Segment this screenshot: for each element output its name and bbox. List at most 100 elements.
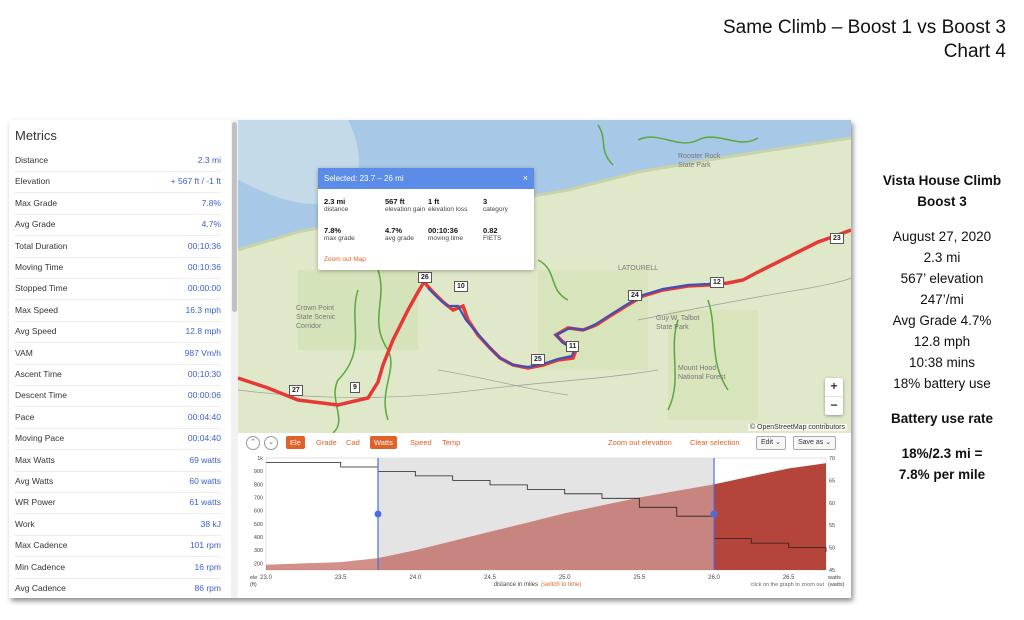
svg-text:Corridor: Corridor <box>296 323 322 330</box>
metric-value: 4.7% <box>201 219 221 230</box>
popup-stat: 567 ft elevation gain <box>385 197 425 213</box>
map-marker[interactable]: 9 <box>350 382 360 393</box>
metric-value: 12.8 mph <box>185 326 221 337</box>
summary-line: Avg Grade 4.7% <box>892 313 992 328</box>
metric-value: 16 rpm <box>194 561 221 572</box>
metric-label: Max Speed <box>15 304 58 315</box>
map-marker[interactable]: 26 <box>418 272 432 283</box>
svg-text:State Scenic: State Scenic <box>296 314 336 321</box>
chevron-down-icon[interactable]: ⌄ <box>264 436 278 450</box>
summary-line: 567’ elevation <box>900 271 984 286</box>
selection-handle <box>710 510 718 518</box>
metric-value: 7.8% <box>201 197 221 208</box>
zoom-in-button[interactable]: + <box>825 378 843 397</box>
y-right-unit2: (watts) <box>828 582 845 588</box>
elevation-chart[interactable]: 23.0 23.5 24.0 24.5 25.0 25.5 26.0 26.5 1k 900 800… <box>238 453 851 598</box>
chevron-up-icon[interactable]: ⌃ <box>246 436 260 450</box>
metric-value: 00:10:36 <box>187 240 221 251</box>
x-tick-label: 25.5 <box>633 575 645 581</box>
popup-stat-label: max grade <box>324 235 355 242</box>
metric-label: WR Power <box>15 497 56 508</box>
clear-selection-link[interactable]: Clear selection <box>690 438 740 447</box>
y-left-tick-label: 400 <box>254 535 263 541</box>
y-left-tick-label: 700 <box>254 496 263 502</box>
map-marker[interactable]: 10 <box>454 281 468 292</box>
metric-row: Ascent Time 00:10:30 <box>15 364 221 386</box>
map-marker[interactable]: 24 <box>628 290 642 301</box>
metric-label: Total Duration <box>15 240 68 251</box>
tab-speed[interactable]: Speed <box>410 438 432 447</box>
tab-watts[interactable]: Watts <box>370 436 397 449</box>
y-right-tick-label: 60 <box>829 501 835 507</box>
river-water <box>238 120 851 250</box>
map-marker[interactable]: 11 <box>566 341 580 352</box>
save-as-dropdown[interactable]: Save as ⌄ <box>793 436 837 450</box>
popup-stat: 00:10:36 moving time <box>428 226 463 242</box>
zoom-out-map-link[interactable]: Zoom out Map <box>324 256 366 263</box>
metric-row: Elevation + 567 ft / -1 ft <box>15 171 221 194</box>
edit-dropdown[interactable]: Edit ⌄ <box>756 436 786 450</box>
x-tick-label: 24.0 <box>409 575 421 581</box>
metric-value: 00:04:40 <box>187 411 221 422</box>
map-attribution[interactable]: © OpenStreetMap contributors <box>747 424 847 431</box>
summary-line: 10:38 mins <box>908 355 976 370</box>
popup-header: Selected: 23.7 – 26 mi × <box>318 168 534 189</box>
elevation-area <box>266 463 826 570</box>
metric-value: + 567 ft / -1 ft <box>170 176 221 187</box>
metric-row: Avg Speed 12.8 mph <box>15 321 221 344</box>
metrics-scrollbar[interactable] <box>231 120 238 598</box>
popup-stat-label: FIETS <box>483 235 502 242</box>
metric-value: 2.3 mi <box>197 155 221 165</box>
popup-stat-value: 1 ft <box>428 197 440 206</box>
metric-label: Avg Speed <box>15 326 57 337</box>
switch-to-time-link[interactable]: (switch to time) <box>541 582 581 588</box>
svg-text:Guy W. Talbot: Guy W. Talbot <box>656 315 700 322</box>
x-tick-label: 23.5 <box>335 575 347 581</box>
scrollbar-thumb[interactable] <box>232 122 237 312</box>
metric-value: 38 kJ <box>200 518 221 529</box>
x-tick-label: 23.0 <box>260 575 272 581</box>
metric-label: Descent Time <box>15 390 67 401</box>
map-marker[interactable]: 25 <box>531 354 545 365</box>
popup-stat-label: moving time <box>428 235 464 242</box>
zoom-hint: click on the graph to zoom out <box>751 582 825 588</box>
metric-row: Max Grade 7.8% <box>15 193 221 215</box>
svg-text:Crown Point: Crown Point <box>296 305 334 312</box>
tab-ele[interactable]: Ele <box>286 436 305 449</box>
popup-stat-label: elevation loss <box>428 206 468 213</box>
metric-row: Pace 00:04:40 <box>15 407 221 429</box>
map-view[interactable]: Crown Point State Scenic Corridor LATOUR… <box>238 120 851 433</box>
popup-stat: 4.7% avg grade <box>385 226 414 242</box>
metric-label: Moving Time <box>15 262 64 272</box>
zoom-out-elevation-link[interactable]: Zoom out elevation <box>608 438 672 447</box>
tab-grade[interactable]: Grade <box>316 438 337 447</box>
battery-rate-line2: 7.8% per mile <box>898 467 986 482</box>
metric-row: Avg Watts 60 watts <box>15 471 221 493</box>
svg-text:National Forest: National Forest <box>678 374 726 381</box>
map-marker[interactable]: 23 <box>830 233 844 244</box>
map-marker[interactable]: 12 <box>710 277 724 288</box>
svg-text:State Park: State Park <box>656 324 689 331</box>
summary-line: 18% battery use <box>893 376 991 391</box>
metric-label: Work <box>15 518 35 529</box>
popup-stat: 0.82 FIETS <box>483 226 501 242</box>
metric-label: Max Grade <box>15 197 58 208</box>
zoom-out-button[interactable]: − <box>830 398 838 412</box>
close-icon[interactable]: × <box>522 173 528 183</box>
metric-row: Avg Cadence 86 rpm <box>15 578 221 598</box>
tab-cad[interactable]: Cad <box>346 438 360 447</box>
metric-label: Max Watts <box>15 454 55 465</box>
metric-value: 69 watts <box>189 454 221 465</box>
x-tick-label: 24.5 <box>484 575 496 581</box>
map-marker[interactable]: 27 <box>289 385 303 396</box>
metric-value: 16.3 mph <box>185 304 221 315</box>
metric-row: Min Cadence 16 rpm <box>15 557 221 579</box>
metric-label: Stopped Time <box>15 283 68 294</box>
metric-value: 00:00:00 <box>187 283 221 294</box>
metric-label: Avg Grade <box>15 219 56 230</box>
popup-stat: 2.3 mi distance <box>324 197 348 213</box>
tab-temp[interactable]: Temp <box>442 438 461 447</box>
svg-text:LATOURELL: LATOURELL <box>618 265 658 272</box>
map-canvas[interactable]: Crown Point State Scenic Corridor LATOUR… <box>238 120 851 433</box>
popup-stat-value: 4.7% <box>385 226 403 235</box>
